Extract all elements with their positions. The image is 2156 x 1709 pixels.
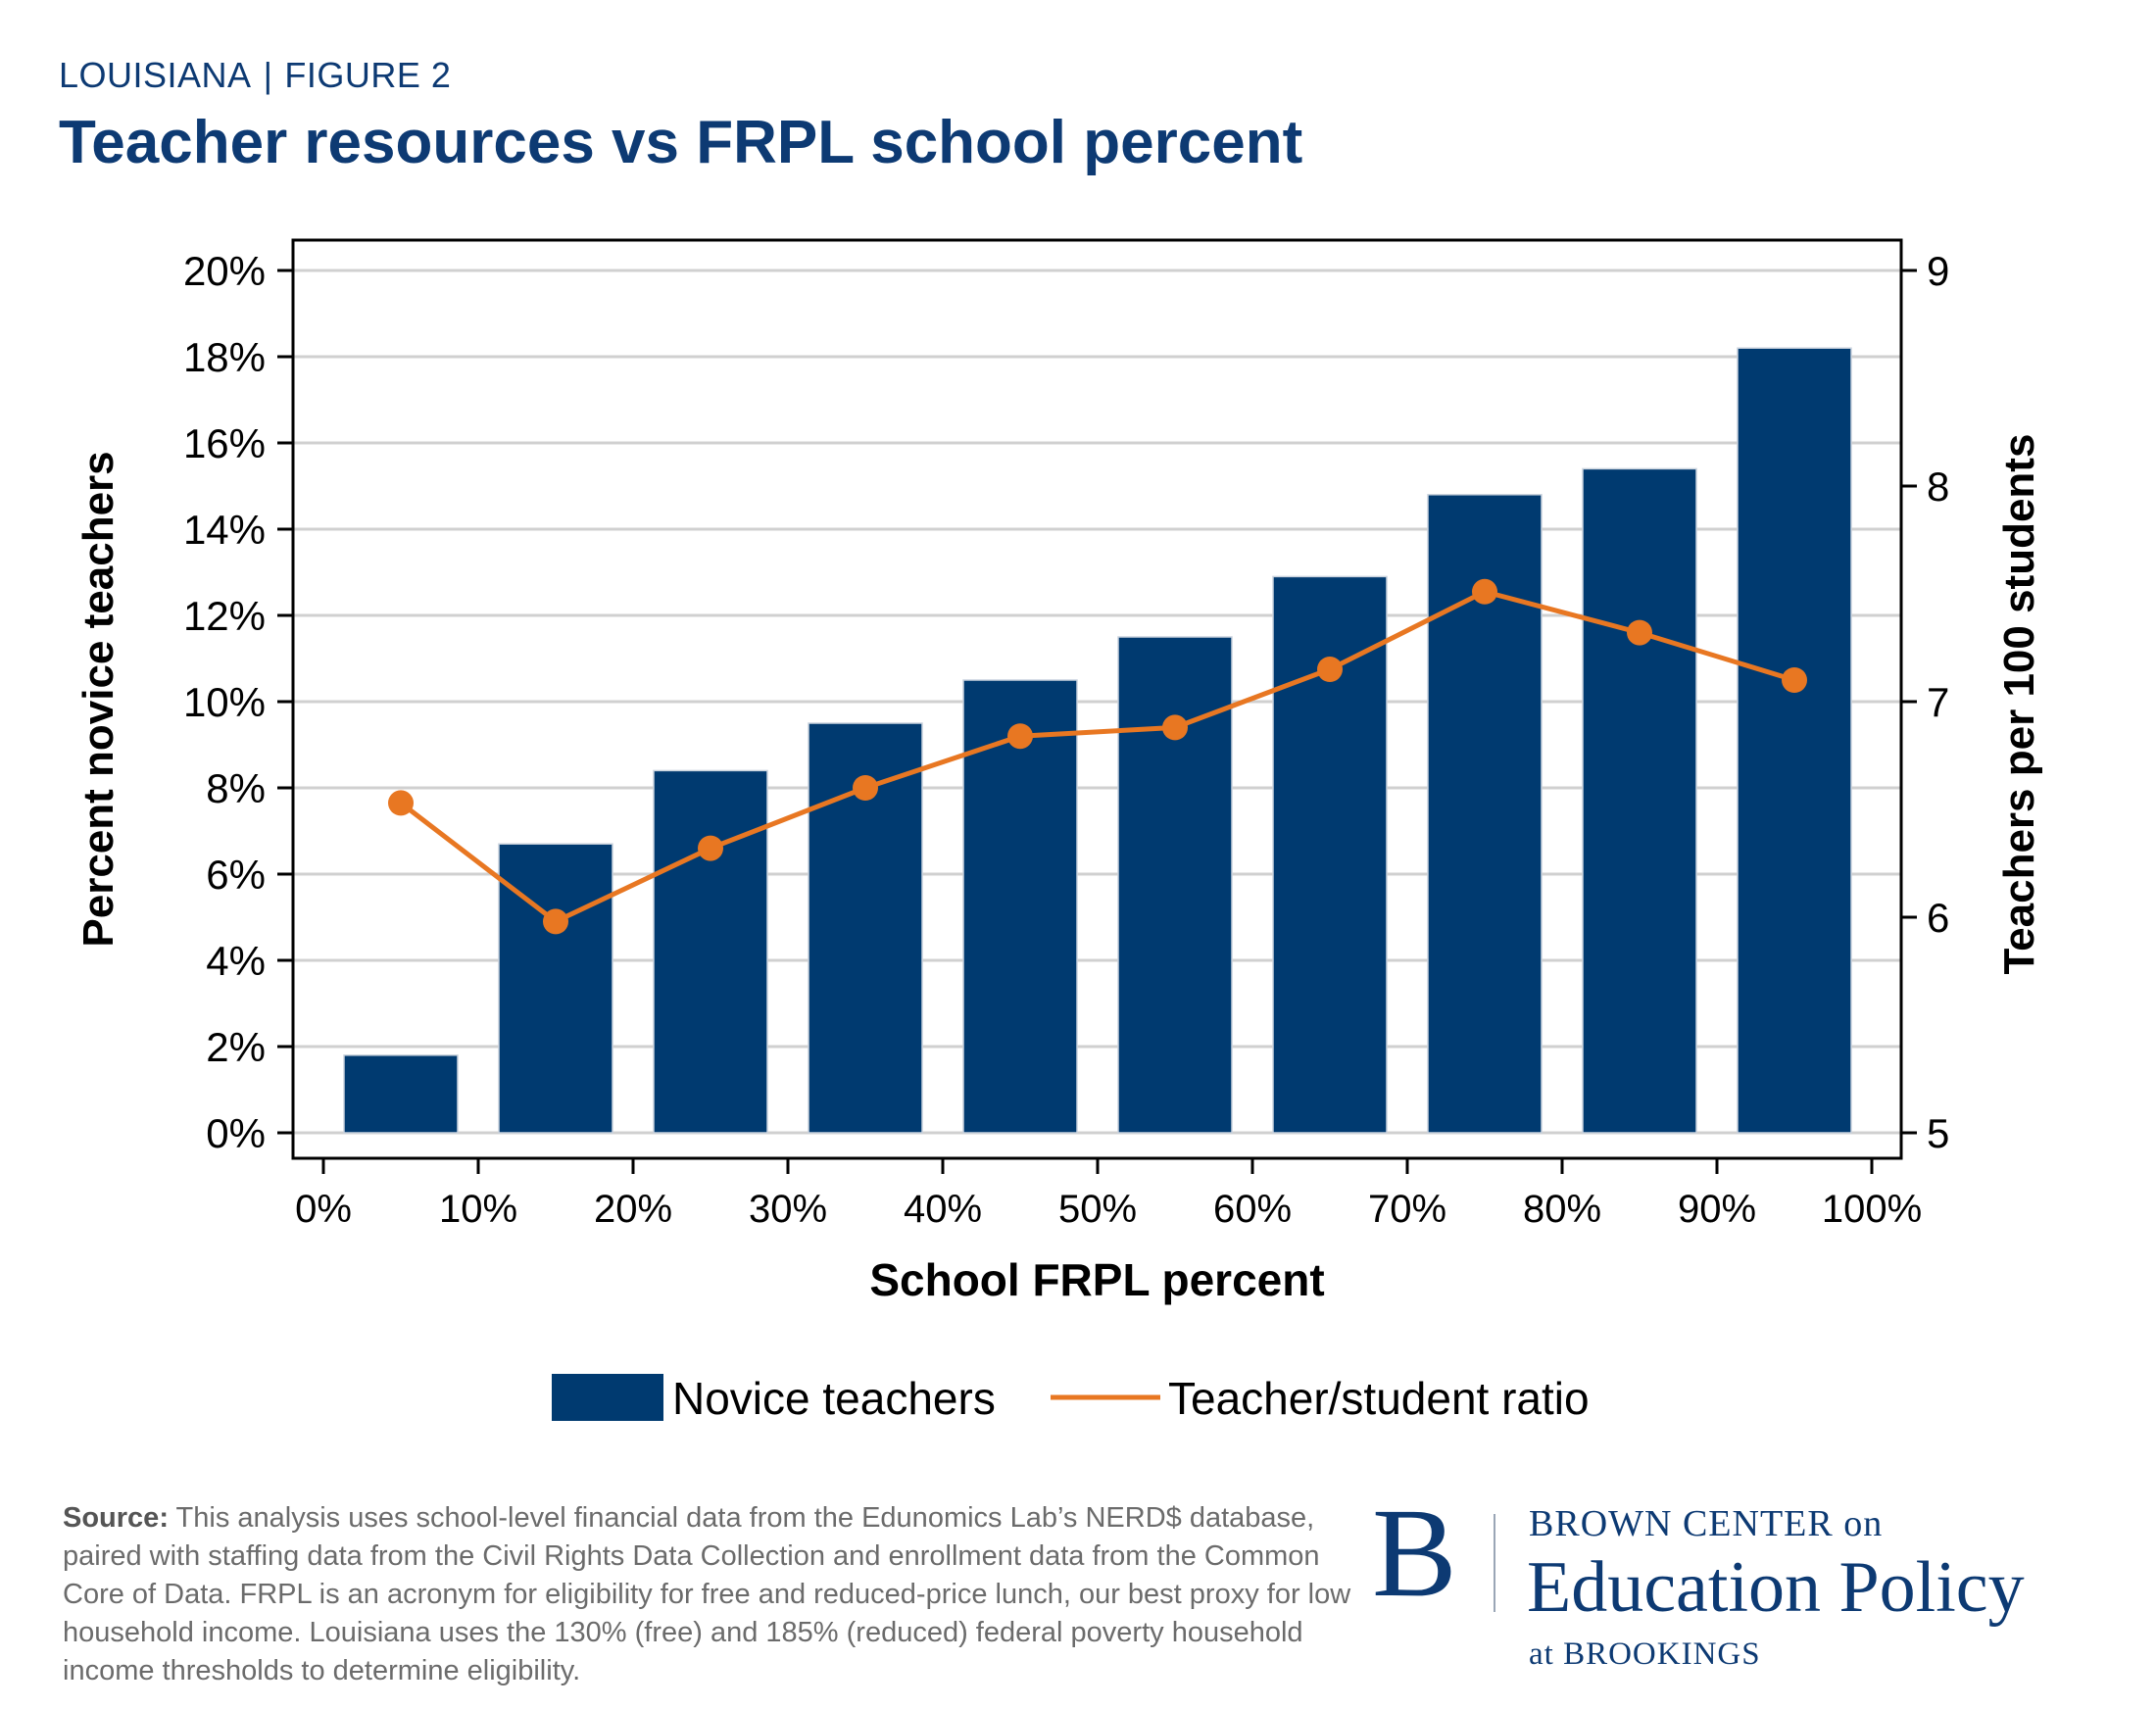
source-note: Source: This analysis uses school-level …	[63, 1499, 1366, 1690]
x-tick-label: 100%	[1822, 1188, 1922, 1231]
bar-novice-teachers	[343, 1054, 459, 1134]
y-axis-title: Percent novice teachers	[74, 451, 122, 947]
bar-novice-teachers	[498, 843, 613, 1134]
y-tick-label: 0%	[206, 1110, 266, 1156]
figure-kicker: LOUISIANA | FIGURE 2	[59, 55, 451, 96]
chart-title: Teacher resources vs FRPL school percent	[59, 109, 1303, 176]
point-teacher-student-ratio	[1627, 619, 1652, 646]
y-tick-label: 18%	[183, 334, 266, 380]
x-tick-label: 60%	[1213, 1188, 1292, 1231]
y-tick-label: 20%	[183, 248, 266, 294]
point-teacher-student-ratio	[543, 908, 568, 935]
x-tick-label: 30%	[749, 1188, 827, 1231]
point-teacher-student-ratio	[1472, 578, 1497, 605]
x-axis-title: School FRPL percent	[869, 1254, 1324, 1305]
y-tick-label: 8%	[206, 765, 266, 811]
x-tick-label: 20%	[594, 1188, 672, 1231]
state-label: LOUISIANA	[59, 55, 252, 95]
y-tick-label: 16%	[183, 420, 266, 466]
y-tick-label: 6%	[206, 852, 266, 898]
y-tick-label: 12%	[183, 593, 266, 639]
brookings-logo-mark: B	[1372, 1483, 1457, 1624]
y2-tick-label: 9	[1927, 248, 1949, 294]
logo-line-1: BROWN CENTER on	[1529, 1503, 1884, 1544]
legend-swatch-novice-teachers	[552, 1374, 663, 1421]
logo-divider	[1494, 1514, 1495, 1612]
point-teacher-student-ratio	[1782, 667, 1807, 693]
y2-tick-label: 5	[1927, 1110, 1949, 1156]
bar-novice-teachers	[1582, 467, 1697, 1134]
y2-tick-label: 6	[1927, 895, 1949, 941]
x-tick-label: 0%	[295, 1188, 352, 1231]
y-tick-label: 10%	[183, 679, 266, 725]
x-tick-label: 10%	[439, 1188, 517, 1231]
legend-label-teacher-student-ratio: Teacher/student ratio	[1168, 1373, 1590, 1424]
source-text: This analysis uses school-level financia…	[63, 1502, 1351, 1686]
x-tick-label: 50%	[1058, 1188, 1137, 1231]
kicker-separator: |	[263, 55, 273, 95]
y-tick-label: 2%	[206, 1024, 266, 1070]
point-teacher-student-ratio	[1317, 657, 1343, 682]
logo-line-3: at BROOKINGS	[1529, 1636, 1761, 1672]
point-teacher-student-ratio	[388, 790, 414, 816]
x-tick-label: 70%	[1368, 1188, 1446, 1231]
y2-tick-label: 7	[1927, 679, 1949, 725]
y-tick-label: 4%	[206, 938, 266, 984]
line-teacher-student-ratio	[399, 589, 1795, 925]
x-tick-label: 90%	[1678, 1188, 1756, 1231]
source-label: Source:	[63, 1502, 169, 1534]
y2-tick-label: 8	[1927, 464, 1949, 510]
y-tick-label: 14%	[183, 507, 266, 553]
point-teacher-student-ratio	[1162, 714, 1188, 741]
legend-label-novice-teachers: Novice teachers	[672, 1373, 996, 1424]
logo-line-2: Education Policy	[1527, 1547, 2025, 1628]
x-tick-label: 40%	[904, 1188, 982, 1231]
point-teacher-student-ratio	[698, 835, 723, 861]
bar-novice-teachers	[962, 679, 1078, 1134]
bar-novice-teachers	[1737, 347, 1852, 1134]
figure-label: FIGURE 2	[284, 55, 452, 95]
bar-novice-teachers	[653, 769, 768, 1134]
point-teacher-student-ratio	[1007, 723, 1033, 750]
point-teacher-student-ratio	[853, 775, 878, 801]
x-tick-label: 80%	[1523, 1188, 1601, 1231]
y2-axis-title: Teachers per 100 students	[1995, 434, 2043, 975]
